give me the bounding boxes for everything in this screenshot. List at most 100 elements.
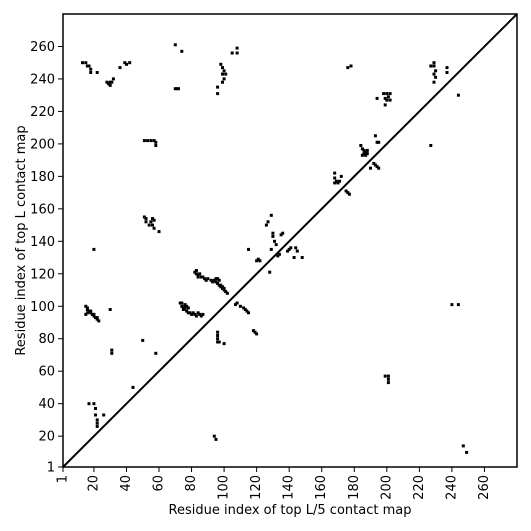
contact-point — [211, 280, 215, 284]
contact-point — [234, 303, 237, 307]
contact-point — [377, 166, 381, 170]
contact-point — [89, 71, 93, 74]
contact-point — [360, 153, 364, 157]
contact-point — [147, 223, 151, 227]
contact-point — [429, 64, 433, 68]
contact-point — [235, 51, 239, 55]
x-tick-label: 240 — [444, 475, 459, 500]
contact-point — [279, 233, 283, 237]
contact-point — [221, 80, 224, 84]
contact-point — [359, 144, 363, 147]
contact-point — [186, 311, 190, 315]
contact-point — [216, 334, 220, 337]
contact-point — [264, 223, 268, 227]
contact-point — [206, 277, 210, 281]
contact-point — [347, 192, 351, 196]
contact-point — [217, 283, 221, 287]
contact-point — [247, 311, 250, 315]
contact-point — [382, 92, 386, 96]
contact-point — [216, 277, 220, 281]
contact-point — [362, 148, 366, 152]
contact-point — [87, 309, 91, 313]
contact-point — [212, 278, 216, 282]
contact-point — [85, 64, 89, 68]
x-axis-ticks: 1 20 40 60 80 100 120 140 160 180 200 220 240 260 — [56, 467, 492, 500]
contact-point — [198, 312, 202, 316]
contact-point — [199, 314, 203, 318]
contact-point — [222, 286, 226, 290]
contact-point — [219, 62, 223, 66]
contact-point — [221, 72, 224, 76]
contact-point — [369, 166, 372, 170]
y-tick-label: 200 — [30, 137, 55, 152]
contact-point — [247, 247, 250, 251]
contact-point — [185, 309, 189, 313]
contact-point — [235, 46, 239, 50]
contact-point — [89, 67, 93, 71]
contact-point — [258, 259, 262, 263]
contact-point — [386, 377, 390, 381]
y-tick-label: 20 — [38, 430, 55, 445]
contact-point — [271, 231, 275, 235]
contact-point — [373, 163, 377, 167]
contact-point — [225, 291, 229, 295]
contact-point — [198, 272, 202, 276]
contact-point — [388, 92, 392, 96]
contact-point — [266, 220, 270, 224]
contact-point — [152, 226, 156, 230]
contact-point — [276, 254, 280, 258]
contact-point — [216, 282, 220, 285]
contact-point — [349, 64, 353, 68]
x-tick-label: 80 — [184, 475, 199, 492]
contact-point — [224, 290, 228, 294]
contact-point — [222, 69, 226, 73]
contact-point — [375, 140, 379, 144]
plot-frame — [62, 13, 518, 468]
contact-point — [173, 43, 177, 47]
contact-point — [154, 144, 158, 147]
contact-point — [201, 312, 205, 316]
contact-point — [222, 288, 226, 292]
contact-point — [216, 340, 220, 344]
contact-point — [191, 311, 195, 315]
contact-point — [214, 437, 218, 441]
x-tick-label: 160 — [314, 475, 329, 500]
contact-point — [141, 338, 145, 342]
y-tick-label: 40 — [38, 397, 55, 412]
contact-point — [194, 272, 198, 276]
contact-point — [365, 148, 369, 152]
contact-point — [94, 316, 97, 320]
x-tick-label: 20 — [86, 475, 101, 492]
contact-point — [212, 434, 216, 438]
contact-point — [154, 140, 158, 144]
contact-point — [375, 165, 379, 169]
x-tick-label: 200 — [379, 475, 394, 500]
y-axis-title: Residue index of top L contact map — [14, 125, 29, 355]
contact-point — [84, 304, 88, 308]
contact-point — [224, 72, 228, 76]
y-tick-label: 140 — [30, 235, 55, 250]
contact-point — [277, 252, 281, 256]
contact-point — [383, 96, 387, 100]
contact-point — [183, 304, 187, 308]
contact-point — [333, 176, 337, 180]
contact-point — [209, 278, 213, 282]
contact-point — [238, 304, 242, 308]
contact-point — [95, 71, 99, 74]
contact-point — [364, 153, 368, 157]
contact-point — [373, 134, 377, 138]
contact-point — [386, 374, 390, 378]
contact-point — [216, 85, 220, 89]
contact-point — [375, 96, 379, 100]
contact-point — [377, 140, 381, 144]
contact-point — [180, 49, 184, 53]
x-tick-label: 140 — [282, 475, 297, 500]
contact-point — [383, 374, 387, 378]
contact-point — [360, 147, 364, 151]
contact-point — [346, 191, 350, 195]
contact-point — [178, 301, 182, 305]
contact-point — [125, 62, 128, 66]
contact-point — [434, 75, 438, 79]
